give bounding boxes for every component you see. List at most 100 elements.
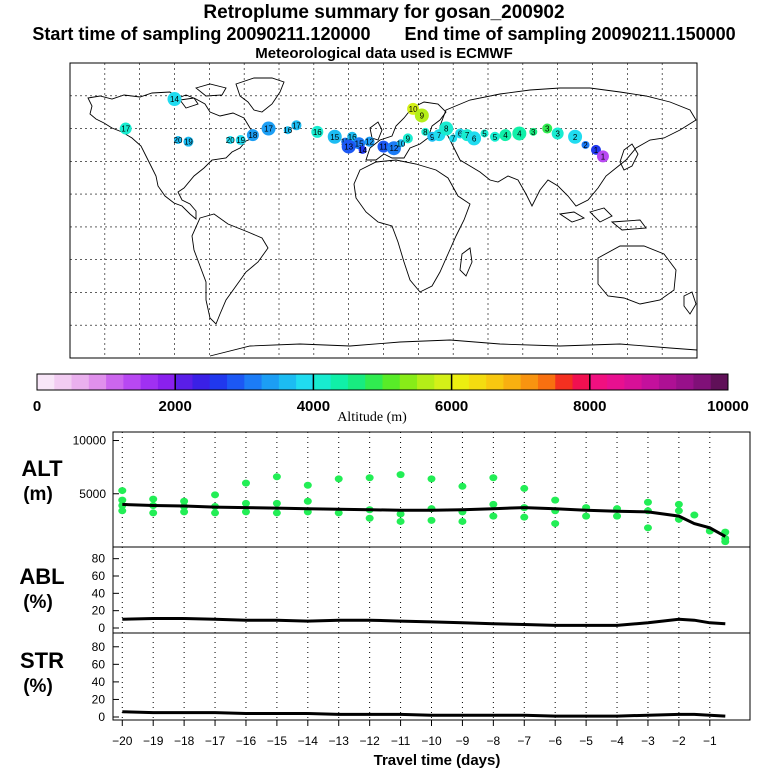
plume-marker: [402, 133, 413, 144]
plume-marker: [291, 120, 302, 131]
coast-north-america: [87, 91, 257, 220]
x-tick-label: −13: [329, 734, 350, 748]
colorbar-tick-label: 4000: [297, 398, 330, 415]
colorbar-swatch: [676, 374, 694, 390]
plume-day-label: 19: [236, 136, 245, 145]
alt-particle-point: [211, 491, 220, 499]
plume-marker: [364, 136, 375, 147]
sampling-times: Start time of sampling 20090211.120000 En…: [0, 24, 768, 45]
colorbar-swatch: [244, 374, 263, 390]
plume-marker: [167, 92, 182, 107]
plume-marker: [119, 122, 132, 135]
colorbar-swatch: [313, 374, 332, 390]
plume-marker: [183, 136, 194, 147]
x-tick-label: −4: [610, 734, 624, 748]
plume-marker: [512, 126, 527, 141]
pct-y-tick-label: 20: [92, 692, 106, 706]
alt-particle-point: [272, 509, 281, 517]
colorbar-swatch: [157, 374, 176, 390]
plume-day-label: 8: [444, 125, 449, 134]
alt-particle-point: [334, 475, 343, 483]
alt-particle-point: [520, 484, 529, 492]
coast-indonesia: [558, 207, 647, 231]
alt-particle-point: [520, 513, 529, 521]
alt-particle-points: [118, 471, 730, 546]
x-tick-label: −12: [359, 734, 380, 748]
x-tick-label: −6: [548, 734, 562, 748]
x-tick-label: −5: [579, 734, 593, 748]
coast-africa: [353, 159, 471, 293]
alt-particle-point: [458, 482, 467, 490]
alt-particle-point: [241, 479, 250, 487]
colorbar-tick-label: 8000: [573, 398, 606, 415]
colorbar-swatch: [589, 374, 608, 390]
alt-particle-point: [334, 509, 343, 517]
map-gridlines: [70, 63, 697, 358]
alt-particle-point: [211, 509, 220, 517]
plume-marker: [358, 145, 367, 154]
plume-day-label: 15: [355, 139, 364, 148]
plume-day-label: 14: [358, 146, 367, 155]
colorbar-swatch: [641, 374, 660, 390]
colorbar-swatch: [417, 374, 435, 390]
alt-particle-point: [149, 509, 158, 517]
plume-day-label: 2: [583, 141, 588, 150]
alt-particle-point: [303, 497, 312, 505]
plume-day-label: 16: [348, 133, 357, 142]
pct-y-tick-label: 60: [92, 657, 106, 671]
x-tick-label: −9: [456, 734, 470, 748]
plume-day-label: 4: [517, 129, 522, 138]
x-tick-label: −10: [421, 734, 442, 748]
plume-day-label: 9: [420, 111, 425, 120]
plume-day-label: 10: [409, 105, 418, 114]
alt-particle-point: [396, 471, 405, 479]
plume-marker: [489, 131, 500, 142]
x-tick-label: −1: [703, 734, 717, 748]
plume-marker: [551, 127, 564, 140]
alt-particle-point: [396, 510, 405, 518]
plume-marker: [396, 139, 405, 148]
alt-particle-point: [272, 499, 281, 507]
plume-day-label: 3: [531, 128, 536, 137]
alt-panel-unit: (m): [23, 484, 53, 505]
colorbar-tick-label: 10000: [707, 398, 749, 415]
world-map: 2019171420191817161716151516151314121112…: [69, 62, 698, 359]
pct-y-tick-label: 0: [98, 621, 105, 635]
plume-day-label: 20: [226, 136, 235, 145]
colorbar-swatch: [88, 374, 107, 390]
alt-mean-line: [122, 502, 727, 538]
alt-particle-point: [489, 512, 498, 520]
alt-particle-point: [272, 473, 281, 481]
plume-day-label: 17: [292, 121, 301, 130]
colorbar-swatch: [624, 374, 643, 390]
alt-particle-point: [674, 507, 683, 515]
colorbar-swatch: [658, 374, 677, 390]
percent-y-axes: 80 60 40 20 0 80 60 40 20 0: [92, 552, 119, 724]
alt-particle-point: [582, 512, 591, 520]
alt-particle-point: [365, 514, 374, 522]
colorbar-swatch: [330, 374, 349, 390]
start-time-label: Start time of sampling 20090211.120000: [32, 24, 371, 44]
x-axis-ticks: −20 −19 −18 −17 −16 −15 −14 −13 −12 −11 −10 −9 −8 −7 −…: [112, 720, 717, 748]
plume-day-label: 15: [330, 133, 339, 142]
plume-day-label: 6: [458, 129, 463, 138]
coast-greenland: [235, 77, 285, 113]
alt-particle-point: [613, 512, 622, 520]
alt-particle-point: [643, 498, 652, 506]
plume-day-label: 3: [545, 125, 550, 134]
plume-marker: [529, 127, 538, 136]
coast-british-isles: [369, 121, 383, 141]
colorbar-swatch: [37, 374, 55, 390]
plume-day-label: 1: [601, 152, 606, 161]
plume-day-label: 14: [170, 95, 179, 104]
plume-marker: [596, 150, 609, 163]
plume-marker: [347, 131, 358, 142]
coast-australia: [597, 245, 677, 305]
plume-day-label: 1: [594, 146, 599, 155]
plume-marker: [467, 131, 482, 146]
x-tick-label: −3: [641, 734, 655, 748]
alt-particle-point: [458, 517, 467, 525]
colorbar-swatch: [209, 374, 228, 390]
alt-particle-point: [551, 496, 560, 504]
